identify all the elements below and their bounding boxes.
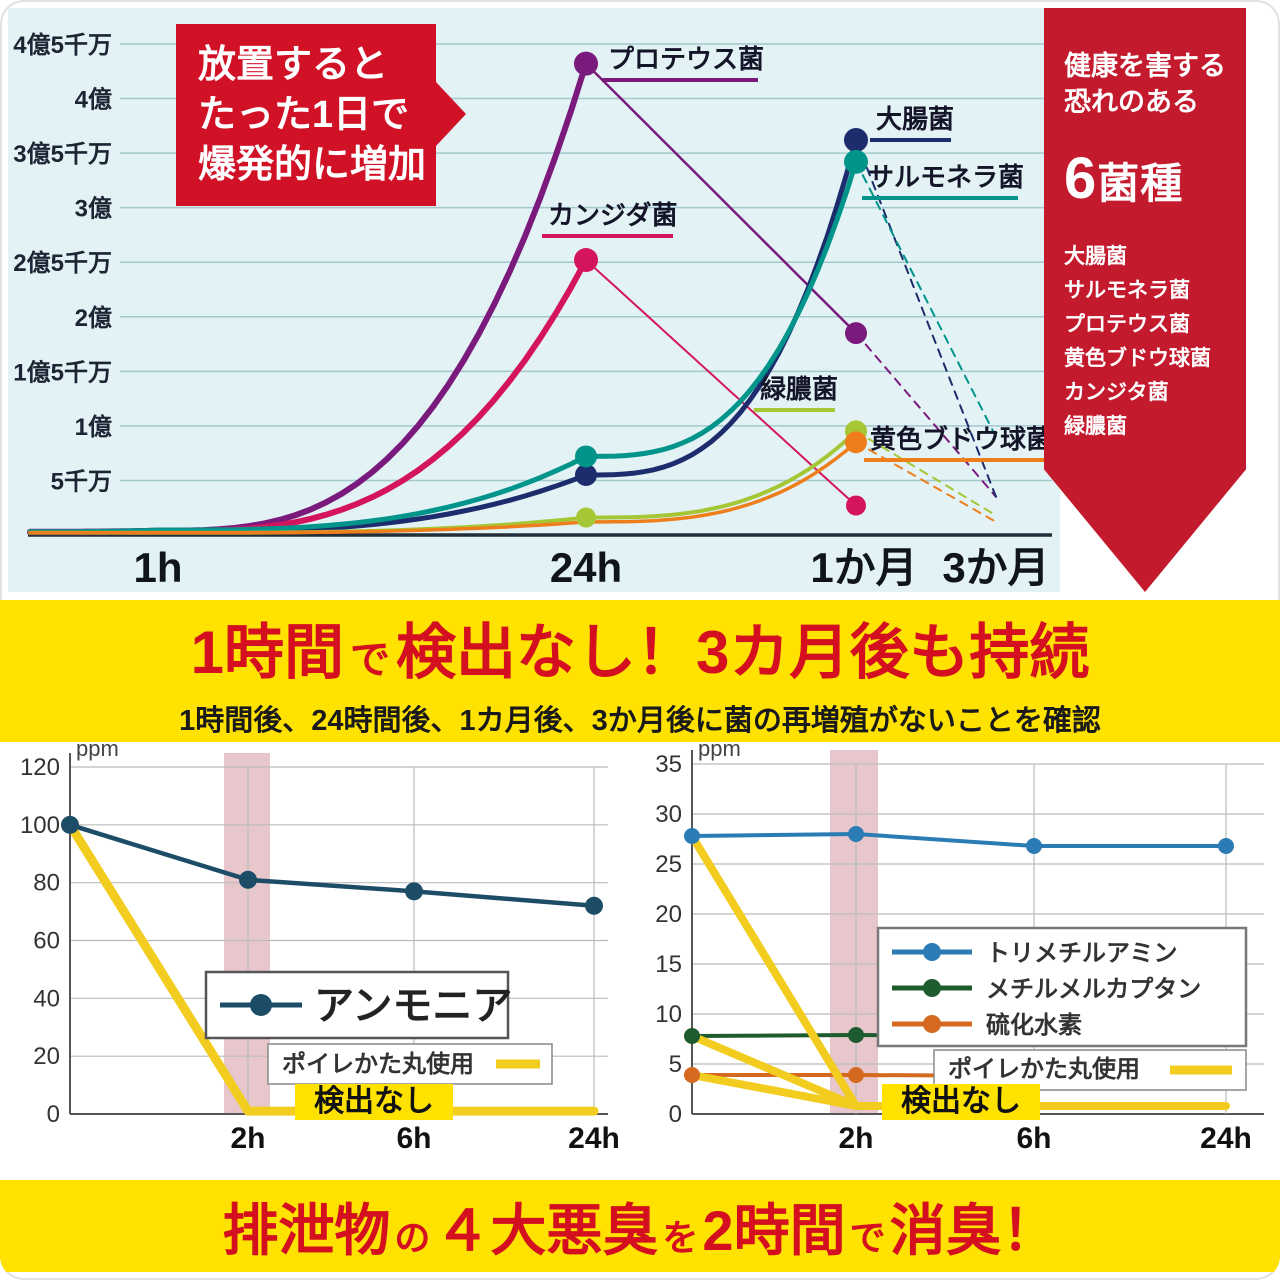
headline-part: 1時間 (190, 618, 344, 686)
claim-subtitle: 1時間後、24時間後、1カ月後、3か月後に菌の再増殖がないことを確認 (179, 704, 1101, 737)
svg-text:0: 0 (669, 1101, 682, 1128)
odor-gases-chart-svg: 0 5 10 15 20 25 30 35 2h 6h 24h ppm トリメチルアミンメチルメルカプタ… (655, 742, 1264, 1155)
svg-text:35: 35 (655, 751, 682, 778)
svg-text:5千万: 5千万 (51, 468, 112, 495)
bacteria-count-number: 6 (1064, 145, 1098, 211)
deodorize-claim-banner: 排泄物 の ４大悪臭 を 2時間 で 消臭！ (0, 1180, 1280, 1272)
svg-text:4億: 4億 (75, 86, 112, 114)
svg-text:5: 5 (669, 1051, 682, 1078)
callout-line: 爆発的に増加 (198, 144, 427, 187)
svg-text:30: 30 (655, 801, 682, 828)
svg-text:1億5千万: 1億5千万 (13, 358, 112, 386)
svg-text:2億5千万: 2億5千万 (13, 249, 112, 277)
ammonia-chart-svg: 0 20 40 60 80 100 120 2h 6h 24h ppm アンモニアポイレかた丸使用検出… (20, 742, 620, 1155)
bacteria-list-item: 大腸菌 (1064, 244, 1127, 268)
headline-part: 消臭！ (889, 1198, 1058, 1262)
bacteria-growth-chart: 4億5千万 4億 3億5千万 3億 2億5千万 2億 1億5千万 1億 5千万 1h 24h 1か月 3… (8, 8, 1060, 592)
svg-text:黄色ブドウ球菌: 黄色ブドウ球菌 (870, 424, 1052, 454)
headline-part: を (662, 1216, 699, 1258)
bacteria-list-item: 黄色ブドウ球菌 (1064, 346, 1211, 370)
duration-claim-banner: 1時間 で 検出なし！3カ月後も持続 1時間後、24時間後、1カ月後、3か月後に… (0, 600, 1280, 742)
svg-text:ポイレかた丸使用: ポイレかた丸使用 (282, 1050, 474, 1078)
callout-line: 放置すると (198, 44, 389, 86)
six-bacteria-panel: 健康を害する 恐れのある 6菌種 大腸菌 サルモネラ菌 プロテウス菌 黄色ブドウ… (1044, 8, 1246, 592)
svg-text:6h: 6h (396, 1122, 431, 1155)
svg-text:3億: 3億 (75, 195, 112, 223)
svg-text:15: 15 (655, 951, 682, 978)
svg-text:0: 0 (47, 1101, 60, 1128)
panel-title: 健康を害する 恐れのある (1064, 48, 1246, 121)
bacteria-list-item: サルモネラ菌 (1064, 278, 1190, 302)
svg-text:20: 20 (655, 901, 682, 928)
svg-text:3か月: 3か月 (942, 544, 1049, 591)
svg-text:10: 10 (655, 1001, 682, 1028)
bacteria-list-item: プロテウス菌 (1064, 312, 1190, 336)
svg-text:2億: 2億 (75, 304, 112, 332)
svg-text:6h: 6h (1016, 1122, 1051, 1155)
svg-text:20: 20 (33, 1043, 60, 1070)
panel-title-line: 健康を害する (1064, 51, 1226, 81)
headline-part: の (394, 1216, 431, 1258)
svg-text:3億5千万: 3億5千万 (13, 140, 112, 168)
svg-text:プロテウス菌: プロテウス菌 (608, 44, 764, 74)
svg-text:24h: 24h (550, 544, 622, 591)
growth-callout: 放置すると たった1日で 爆発的に増加 (176, 24, 466, 207)
svg-text:120: 120 (20, 754, 60, 781)
headline-part: で (849, 1216, 886, 1258)
svg-text:1億: 1億 (75, 413, 112, 441)
svg-text:メチルメルカプタン: メチルメルカプタン (986, 976, 1201, 1003)
svg-text:大腸菌: 大腸菌 (876, 104, 954, 134)
claim-headline: 1時間 で 検出なし！3カ月後も持続 (191, 604, 1090, 691)
svg-text:サルモネラ菌: サルモネラ菌 (868, 162, 1024, 192)
headline-part: 検出なし！3カ月後も持続 (396, 618, 1090, 686)
bacteria-list: 大腸菌 サルモネラ菌 プロテウス菌 黄色ブドウ球菌 カンジタ菌 緑膿菌 (1064, 240, 1246, 444)
panel-title-line: 恐れのある (1064, 87, 1199, 118)
svg-text:アンモニア: アンモニア (314, 984, 512, 1028)
svg-text:2h: 2h (230, 1122, 265, 1155)
svg-text:ppm: ppm (76, 742, 119, 761)
odor-charts-section: 0 20 40 60 80 100 120 2h 6h 24h ppm アンモニア ポイレかた丸使用 検出… (0, 742, 1280, 1180)
svg-text:1か月: 1か月 (810, 544, 917, 591)
bacteria-list-item: 緑膿菌 (1064, 414, 1127, 438)
svg-text:1h: 1h (133, 544, 182, 591)
svg-text:25: 25 (655, 851, 682, 878)
svg-text:カンジダ菌: カンジダ菌 (548, 200, 677, 230)
headline-part: 2時間 (702, 1198, 846, 1262)
bacteria-count-unit: 菌種 (1097, 159, 1184, 207)
svg-text:4億5千万: 4億5千万 (13, 31, 112, 59)
svg-text:24h: 24h (1200, 1122, 1252, 1155)
svg-text:緑膿菌: 緑膿菌 (760, 374, 838, 404)
headline-part: ４大悪臭 (434, 1198, 659, 1262)
svg-text:60: 60 (33, 928, 60, 955)
svg-text:トリメチルアミン: トリメチルアミン (986, 940, 1178, 967)
bacteria-count: 6菌種 (1064, 145, 1246, 212)
svg-text:100: 100 (20, 812, 60, 839)
svg-text:2h: 2h (838, 1122, 873, 1155)
svg-text:検出なし: 検出なし (901, 1085, 1021, 1118)
svg-text:検出なし: 検出なし (314, 1085, 434, 1118)
headline-part: で (350, 637, 390, 682)
svg-text:ppm: ppm (698, 742, 741, 761)
headline-part: 排泄物 (222, 1198, 391, 1262)
svg-text:80: 80 (33, 870, 60, 897)
bacteria-list-item: カンジタ菌 (1064, 380, 1169, 404)
deodorize-headline: 排泄物 の ４大悪臭 を 2時間 で 消臭！ (222, 1186, 1057, 1267)
svg-text:24h: 24h (568, 1122, 620, 1155)
svg-text:硫化水素: 硫化水素 (986, 1011, 1082, 1039)
svg-text:40: 40 (33, 985, 60, 1012)
callout-line: たった1日で (198, 94, 410, 137)
svg-text:ポイレかた丸使用: ポイレかた丸使用 (948, 1055, 1140, 1083)
